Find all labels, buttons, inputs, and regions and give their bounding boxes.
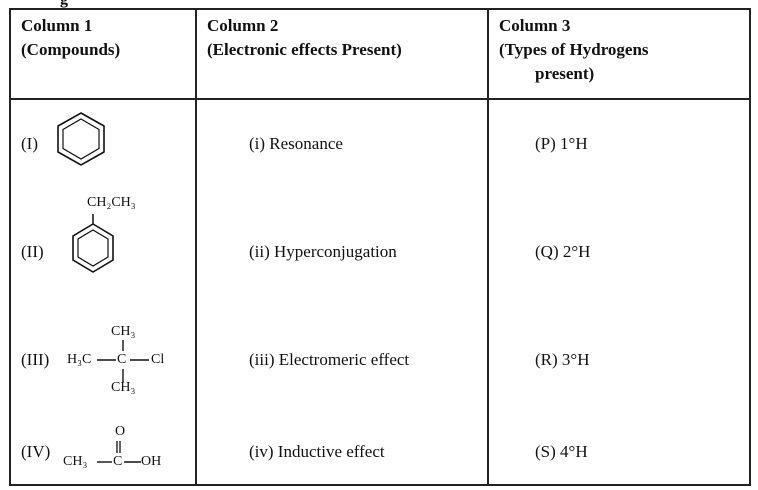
compound-4-top: O [115, 424, 126, 439]
matching-table: Column 1 (Compounds) Column 2 (Electroni… [9, 8, 751, 486]
compound-4-right: OH [141, 454, 162, 469]
column-2-title: Column 2 [207, 16, 279, 35]
compound-4-center: C [113, 454, 123, 469]
hydrogens-column: (P) 1°H (Q) 2°H (R) 3°H (S) 4°H [487, 98, 751, 486]
ethylbenzene-structure [72, 214, 114, 273]
compound-3-bonds [97, 340, 149, 382]
compound-3-bottom: CH₃ [111, 380, 136, 395]
column-3-title: Column 3 [499, 16, 571, 35]
effects-column: (i) Resonance (ii) Hyperconjugation (iii… [195, 98, 489, 486]
compound-3-top: CH₃ [111, 324, 136, 339]
compounds-column: (I) (II) CH₂CH₃ [9, 98, 197, 486]
compound-4-label: (IV) [21, 442, 51, 461]
compound-1-label: (I) [21, 134, 38, 153]
column-2-subtitle: (Electronic effects Present) [207, 40, 402, 59]
ethyl-group-label: CH₂CH₃ [87, 195, 136, 210]
column-3-subtitle: (Types of Hydrogens [499, 40, 649, 59]
column-1-subtitle: (Compounds) [21, 40, 121, 59]
compound-2-label: (II) [21, 242, 44, 261]
compound-4-left: CH₃ [63, 454, 88, 469]
benzene-structure [57, 112, 105, 166]
compound-4-bonds [97, 441, 141, 463]
column-2-header: Column 2 (Electronic effects Present) [195, 8, 489, 100]
column-1-header: Column 1 (Compounds) [9, 8, 197, 100]
compound-3-center: C [117, 352, 127, 367]
header-row: Column 1 (Compounds) Column 2 (Electroni… [9, 8, 751, 100]
column-3-header: Column 3 (Types of Hydrogens present) [487, 8, 751, 100]
column-3-subtitle-2: present) [535, 64, 595, 83]
header-fragment: g [60, 0, 68, 9]
body-row: (I) (II) CH₂CH₃ [9, 98, 751, 486]
column-1-title: Column 1 [21, 16, 93, 35]
compound-3-right: Cl [151, 352, 165, 367]
compound-3-label: (III) [21, 350, 50, 369]
compound-3-left: H₃C [67, 352, 92, 367]
